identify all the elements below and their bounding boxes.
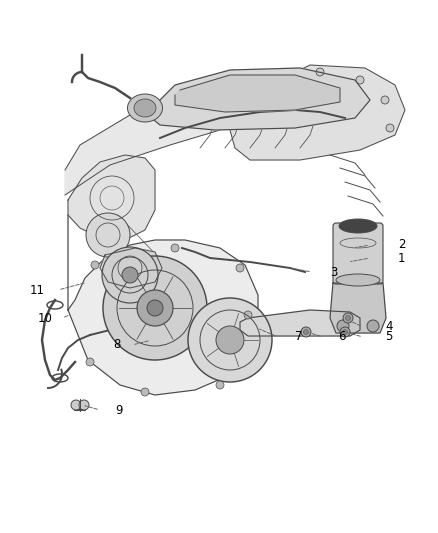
Circle shape — [276, 76, 284, 84]
Ellipse shape — [336, 274, 380, 286]
Circle shape — [71, 400, 81, 410]
Circle shape — [367, 320, 379, 332]
Circle shape — [337, 320, 349, 332]
Ellipse shape — [127, 94, 162, 122]
Circle shape — [102, 247, 158, 303]
Ellipse shape — [134, 99, 156, 117]
Text: 5: 5 — [385, 330, 392, 343]
Text: 6: 6 — [338, 330, 346, 343]
Text: 4: 4 — [385, 320, 392, 334]
Circle shape — [343, 329, 347, 335]
Circle shape — [304, 329, 308, 335]
Polygon shape — [230, 65, 405, 160]
Text: 11: 11 — [30, 284, 45, 296]
Circle shape — [188, 298, 272, 382]
Circle shape — [316, 68, 324, 76]
Polygon shape — [240, 310, 360, 336]
Text: 3: 3 — [330, 265, 337, 279]
Polygon shape — [175, 75, 340, 112]
Text: 10: 10 — [38, 311, 53, 325]
Circle shape — [141, 388, 149, 396]
Circle shape — [79, 400, 89, 410]
Circle shape — [216, 381, 224, 389]
Circle shape — [343, 313, 353, 323]
Text: 8: 8 — [113, 338, 120, 351]
Circle shape — [244, 311, 252, 319]
Polygon shape — [330, 283, 386, 333]
Circle shape — [340, 327, 350, 337]
Text: 1: 1 — [398, 252, 406, 264]
Circle shape — [103, 256, 207, 360]
Circle shape — [171, 244, 179, 252]
Ellipse shape — [339, 219, 377, 233]
Circle shape — [216, 326, 244, 354]
Text: 7: 7 — [295, 330, 303, 343]
Circle shape — [137, 290, 173, 326]
Circle shape — [122, 267, 138, 283]
Circle shape — [346, 316, 350, 320]
Text: 9: 9 — [115, 403, 123, 416]
Circle shape — [86, 213, 130, 257]
Circle shape — [91, 261, 99, 269]
Circle shape — [236, 264, 244, 272]
Circle shape — [147, 300, 163, 316]
Text: 2: 2 — [398, 238, 406, 252]
Circle shape — [356, 76, 364, 84]
Polygon shape — [68, 215, 258, 395]
Polygon shape — [68, 155, 155, 240]
Circle shape — [301, 327, 311, 337]
Polygon shape — [148, 68, 370, 130]
Circle shape — [381, 96, 389, 104]
Circle shape — [86, 358, 94, 366]
FancyBboxPatch shape — [333, 223, 383, 284]
Polygon shape — [100, 248, 162, 288]
Circle shape — [386, 124, 394, 132]
Polygon shape — [65, 100, 240, 195]
